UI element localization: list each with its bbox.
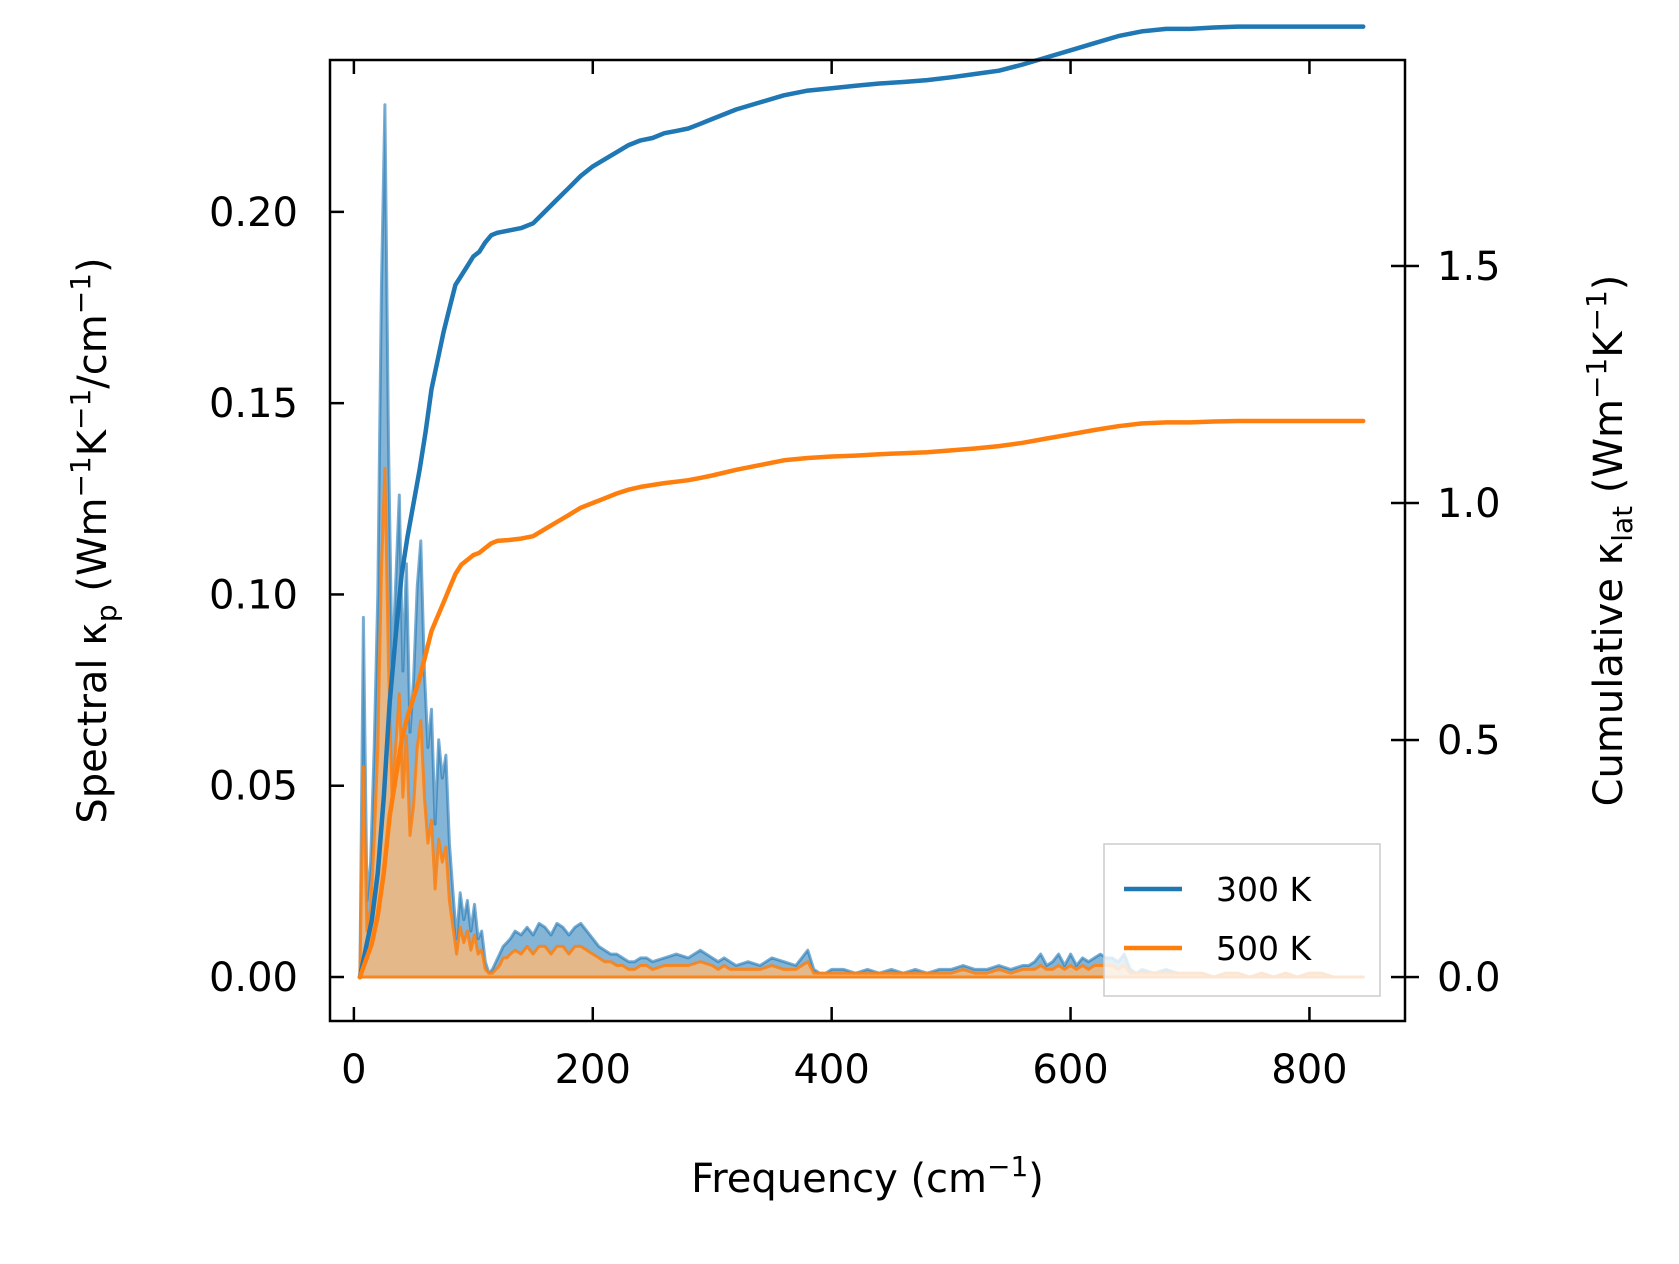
y-left-tick-label: 0.20 xyxy=(209,190,298,236)
legend: 300 K 500 K xyxy=(1103,843,1381,997)
y-right-axis-title: Cumulative κlat (Wm−1K−1) xyxy=(1580,275,1639,807)
cumulative-line-500k xyxy=(357,418,1366,980)
y-left-axis-title: Spectral κp (Wm−1K−1/cm−1) xyxy=(64,257,123,823)
x-tick-label: 800 xyxy=(1271,1047,1347,1093)
y-left-tick-label: 0.00 xyxy=(209,955,298,1001)
legend-label: 500 K xyxy=(1216,929,1312,968)
x-tick-label: 400 xyxy=(793,1047,869,1093)
axes: 0 200 400 600 800 0.00 0.05 0.10 0.15 0.20 0.0 0.5 1… xyxy=(209,58,1501,1093)
y-left-tick-label: 0.15 xyxy=(209,381,298,427)
legend-label: 300 K xyxy=(1216,870,1312,909)
cumulative-line-300k xyxy=(357,24,1366,980)
cumulative-lines xyxy=(357,24,1366,980)
y-right-tick-label: 0.0 xyxy=(1437,955,1501,1001)
y-right-tick-label: 1.5 xyxy=(1437,244,1501,290)
legend-box xyxy=(1103,843,1381,997)
x-tick-label: 200 xyxy=(555,1047,631,1093)
y-right-tick-label: 0.5 xyxy=(1437,718,1501,764)
x-tick-label: 600 xyxy=(1032,1047,1108,1093)
plot-frame xyxy=(328,58,1407,1023)
y-left-tick-label: 0.10 xyxy=(209,572,298,618)
x-tick-label: 0 xyxy=(341,1047,366,1093)
y-left-tick-label: 0.05 xyxy=(209,764,298,810)
x-axis-title: Frequency (cm−1) xyxy=(691,1150,1044,1202)
axis-titles: Frequency (cm−1) Spectral κp (Wm−1K−1/cm−… xyxy=(64,257,1639,1202)
y-right-tick-label: 1.0 xyxy=(1437,481,1501,527)
